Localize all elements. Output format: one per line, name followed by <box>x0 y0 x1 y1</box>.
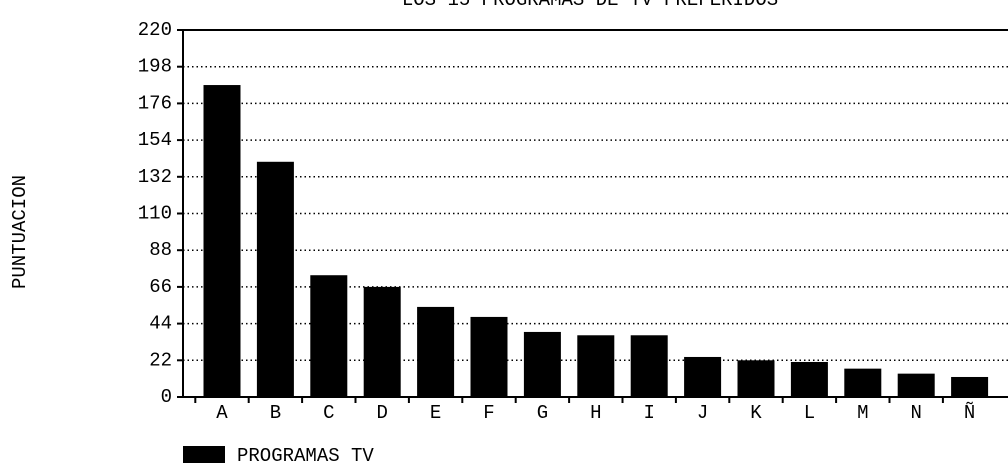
y-tick-label: 198 <box>138 56 172 78</box>
x-tick-label: A <box>216 402 228 424</box>
x-tick-label: F <box>483 402 494 424</box>
y-tick-label: 176 <box>138 92 172 114</box>
x-tick-label: M <box>857 402 868 424</box>
bar <box>790 361 828 397</box>
y-tick-label: 132 <box>138 166 172 188</box>
y-tick-label: 154 <box>138 129 172 151</box>
x-tick-label: L <box>804 402 815 424</box>
bar <box>203 85 241 398</box>
legend-swatch <box>183 446 225 463</box>
bar <box>897 373 935 397</box>
y-tick-label: 110 <box>138 203 172 225</box>
legend-label: PROGRAMAS TV <box>237 445 374 465</box>
bar <box>844 368 882 397</box>
x-tick-label: Ñ <box>964 402 975 424</box>
x-tick-label: E <box>430 402 441 424</box>
x-tick-label: J <box>697 402 708 424</box>
bar <box>523 331 561 397</box>
bar <box>951 376 989 397</box>
x-tick-label: N <box>910 402 921 424</box>
bar <box>363 286 401 397</box>
x-tick-label: D <box>376 402 387 424</box>
x-tick-label: G <box>537 402 548 424</box>
bar <box>737 360 775 397</box>
y-tick-label: 66 <box>149 276 172 298</box>
x-tick-label: B <box>270 402 281 424</box>
y-tick-label: 44 <box>149 313 172 335</box>
bar <box>577 335 615 397</box>
bar <box>256 161 294 397</box>
bar <box>470 316 508 397</box>
y-tick-label: 0 <box>161 386 172 408</box>
bar <box>630 335 668 397</box>
y-tick-label: 22 <box>149 349 172 371</box>
bar <box>417 306 455 397</box>
bar <box>684 356 722 397</box>
y-tick-label: 220 <box>138 19 172 41</box>
x-tick-label: C <box>323 402 334 424</box>
x-tick-label: I <box>643 402 654 424</box>
bar <box>310 275 348 397</box>
y-tick-label: 88 <box>149 239 172 261</box>
y-axis-label: PUNTUACION <box>9 175 31 289</box>
x-tick-label: H <box>590 402 601 424</box>
chart-title: LOS 15 PROGRAMAS DE TV PREFERIDOS <box>402 0 778 11</box>
x-tick-label: K <box>750 402 762 424</box>
